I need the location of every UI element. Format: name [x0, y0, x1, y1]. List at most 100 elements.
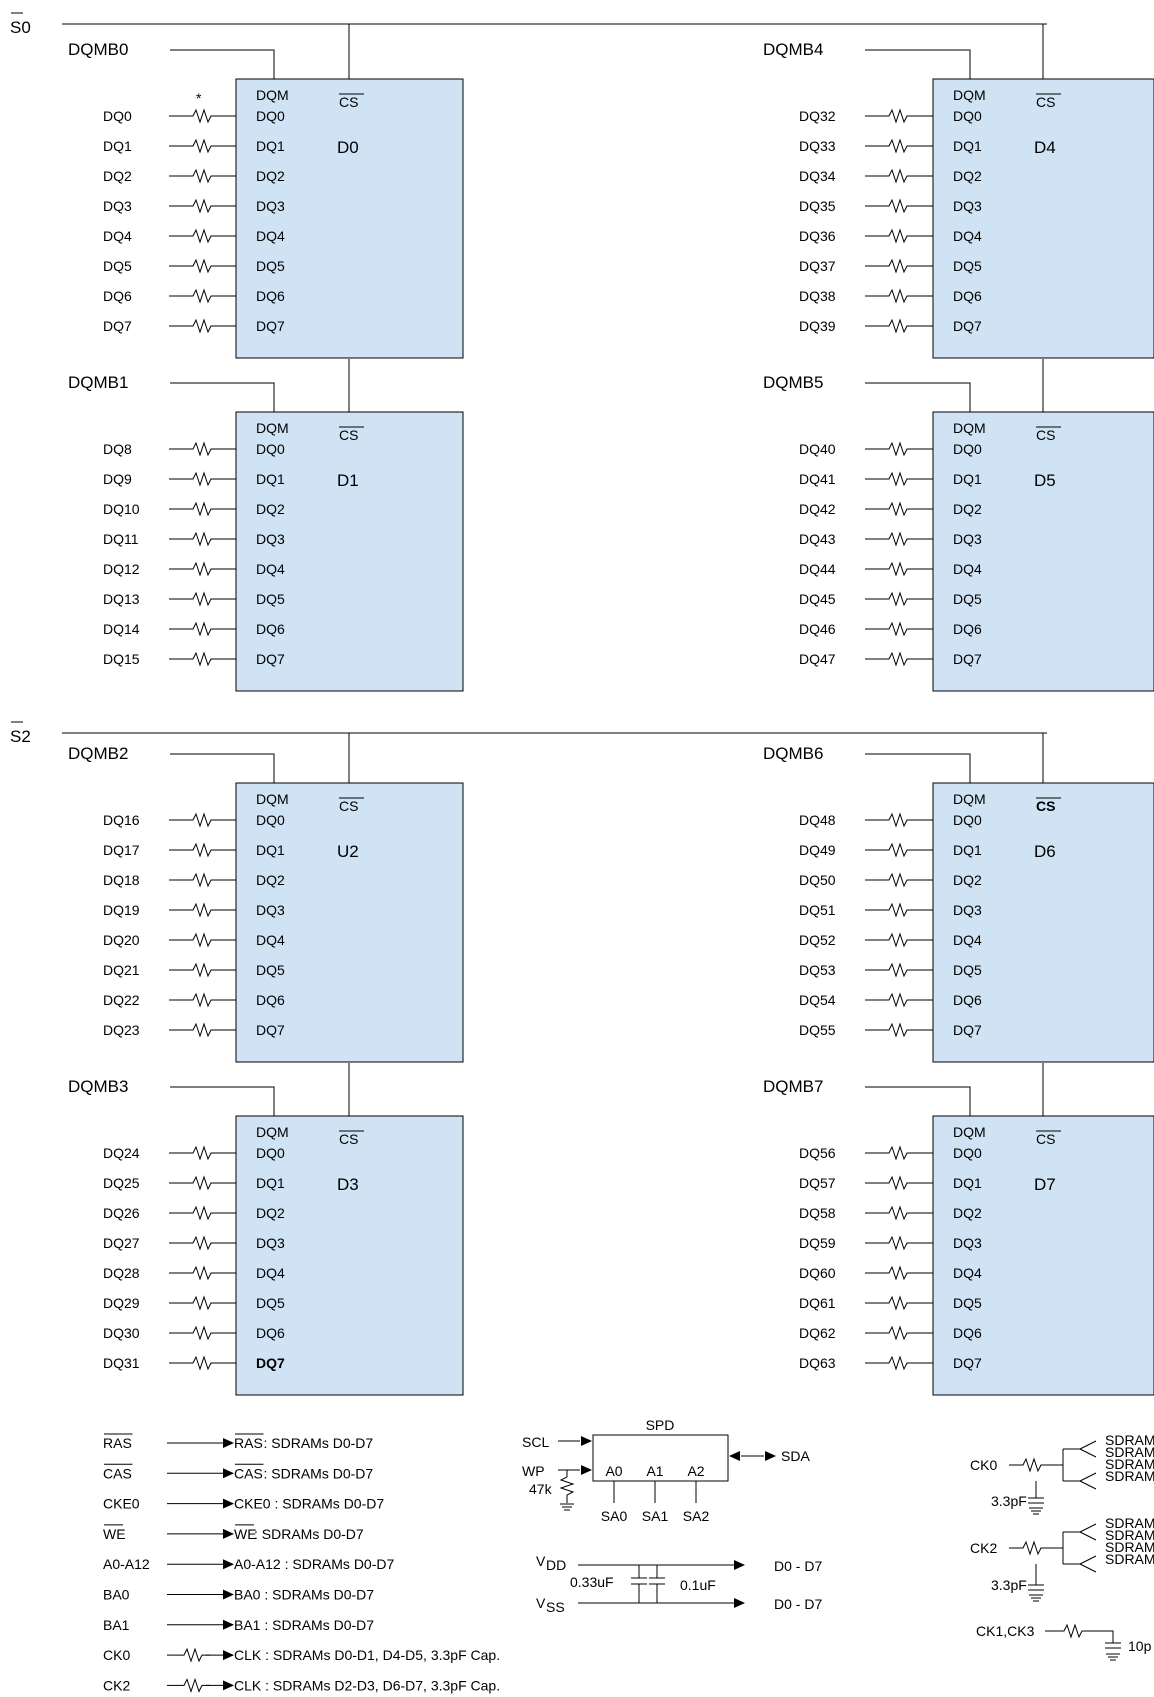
pin-dq: DQ2: [953, 501, 982, 517]
spd-sa: SA2: [683, 1508, 710, 1524]
signal-dest: CLK : SDRAMs D0-D1, D4-D5, 3.3pF Cap.: [234, 1647, 500, 1663]
signal-name: WE: [103, 1526, 126, 1542]
dq-signal-label: DQ6: [103, 288, 132, 304]
signal-name: CK2: [103, 1677, 130, 1693]
signal-name: BA1: [103, 1617, 130, 1633]
resistor-icon: [185, 441, 219, 457]
resistor-note: *: [196, 90, 202, 106]
dq-signal-label: DQ49: [799, 842, 836, 858]
pin-dq: DQ7: [953, 651, 982, 667]
pin-dq: DQ5: [256, 962, 285, 978]
vss-label: V: [536, 1595, 546, 1611]
spd-res: 47k: [529, 1481, 553, 1497]
resistor-icon: [185, 962, 219, 978]
resistor-icon: [881, 138, 915, 154]
pin-dq: DQ6: [953, 992, 982, 1008]
spd-wp: WP: [522, 1463, 545, 1479]
clock-dest: SDRAM: [1105, 1527, 1154, 1543]
power-dest: D0 - D7: [774, 1596, 822, 1612]
dq-signal-label: DQ62: [799, 1325, 836, 1341]
signal-row: CK0 CLK : SDRAMs D0-D1, D4-D5, 3.3pF Cap.: [103, 1647, 500, 1663]
dq-signal-label: DQ16: [103, 812, 140, 828]
wire: [1079, 1480, 1097, 1490]
pin-dq: DQ6: [256, 992, 285, 1008]
sdram-chip-d5: DQMB5 DQM CS D5 DQ0 DQ40 DQ1 DQ41 DQ2 DQ42 DQ3 DQ43…: [763, 359, 1154, 692]
resistor-icon: [185, 932, 219, 948]
resistor-icon: [881, 168, 915, 184]
resistor-icon: [881, 1175, 915, 1191]
dq-signal-label: DQ37: [799, 258, 836, 274]
sdram-chip-d3: DQMB3 DQM CS D3 DQ0 DQ24 DQ1 DQ25 DQ2 DQ26 DQ3 DQ27…: [68, 1063, 464, 1396]
resistor-icon: [881, 1265, 915, 1281]
pin-dq: DQ4: [953, 932, 982, 948]
rail-label: S2: [10, 727, 31, 746]
dq-signal-label: DQ4: [103, 228, 132, 244]
spd-pin: A1: [646, 1463, 663, 1479]
pin-dq: DQ2: [256, 168, 285, 184]
resistor-icon: [185, 872, 219, 888]
pin-dq: DQ2: [256, 501, 285, 517]
spd-pin: A2: [687, 1463, 704, 1479]
dq-signal-label: DQ12: [103, 561, 140, 577]
pin-dq: DQ4: [953, 561, 982, 577]
signal-dest: : SDRAMs D0-D7: [264, 1435, 374, 1451]
chip-name: D5: [1034, 471, 1056, 490]
vdd-label: V: [536, 1553, 546, 1569]
wire: [1079, 1523, 1097, 1533]
resistor-icon: [185, 1205, 219, 1221]
spd-block: SPD SCL WP 47k SDA A0 SA0 A1 SA1 A2 SA2: [522, 1417, 810, 1524]
resistor-icon: [881, 651, 915, 667]
chip-name: D4: [1034, 138, 1056, 157]
pin-dq: DQ1: [256, 471, 285, 487]
pin-dq: DQ6: [953, 288, 982, 304]
dq-signal-label: DQ18: [103, 872, 140, 888]
cap-value: 0.1uF: [680, 1577, 716, 1593]
resistor-icon: [185, 138, 219, 154]
signal-dest: CLK : SDRAMs D2-D3, D6-D7, 3.3pF Cap.: [234, 1677, 500, 1693]
resistor-icon: [881, 842, 915, 858]
clock-dest: SDRAM: [1105, 1432, 1154, 1448]
pin-cs: CS: [339, 427, 358, 443]
resistor-icon: [185, 258, 219, 274]
pin-dq: DQ1: [953, 1175, 982, 1191]
dq-signal-label: DQ10: [103, 501, 140, 517]
signal-row: CAS CAS : SDRAMs D0-D7: [103, 1463, 373, 1481]
resistor-icon: [881, 962, 915, 978]
pin-cs: CS: [339, 798, 358, 814]
pin-dqm: DQM: [256, 1124, 289, 1140]
vdd-sub: DD: [546, 1557, 566, 1573]
dq-signal-label: DQ20: [103, 932, 140, 948]
wire: [1079, 1448, 1097, 1458]
chip-name: D3: [337, 1175, 359, 1194]
dq-signal-label: DQ1: [103, 138, 132, 154]
arrow-icon: [734, 1598, 745, 1608]
pin-dq: DQ1: [953, 138, 982, 154]
chip-body: [235, 782, 464, 1063]
pin-dq: DQ4: [256, 1265, 285, 1281]
pin-dq: DQ7: [256, 1022, 285, 1038]
chip-name: D1: [337, 471, 359, 490]
signal-dest: CAS: [234, 1465, 263, 1481]
pin-dq: DQ6: [953, 621, 982, 637]
arrow-icon: [223, 1589, 234, 1600]
signal-row: BA0 BA0 : SDRAMs D0-D7: [103, 1587, 374, 1603]
pin-dq: DQ0: [953, 441, 982, 457]
dq-signal-label: DQ19: [103, 902, 140, 918]
chip-body: [932, 411, 1154, 692]
dq-signal-label: DQ52: [799, 932, 836, 948]
dqmb-label: DQMB2: [68, 744, 128, 763]
dq-signal-label: DQ55: [799, 1022, 836, 1038]
pin-dq: DQ1: [953, 471, 982, 487]
signal-name: BA0: [103, 1587, 130, 1603]
resistor-icon: [881, 932, 915, 948]
wire: [1079, 1472, 1097, 1482]
resistor-icon: [881, 531, 915, 547]
pin-dqm: DQM: [256, 87, 289, 103]
dq-signal-label: DQ43: [799, 531, 836, 547]
signal-row: CK2 CLK : SDRAMs D2-D3, D6-D7, 3.3pF Cap.: [103, 1677, 500, 1693]
resistor-icon: [881, 318, 915, 334]
resistor-icon: [185, 318, 219, 334]
resistor-icon: [185, 842, 219, 858]
